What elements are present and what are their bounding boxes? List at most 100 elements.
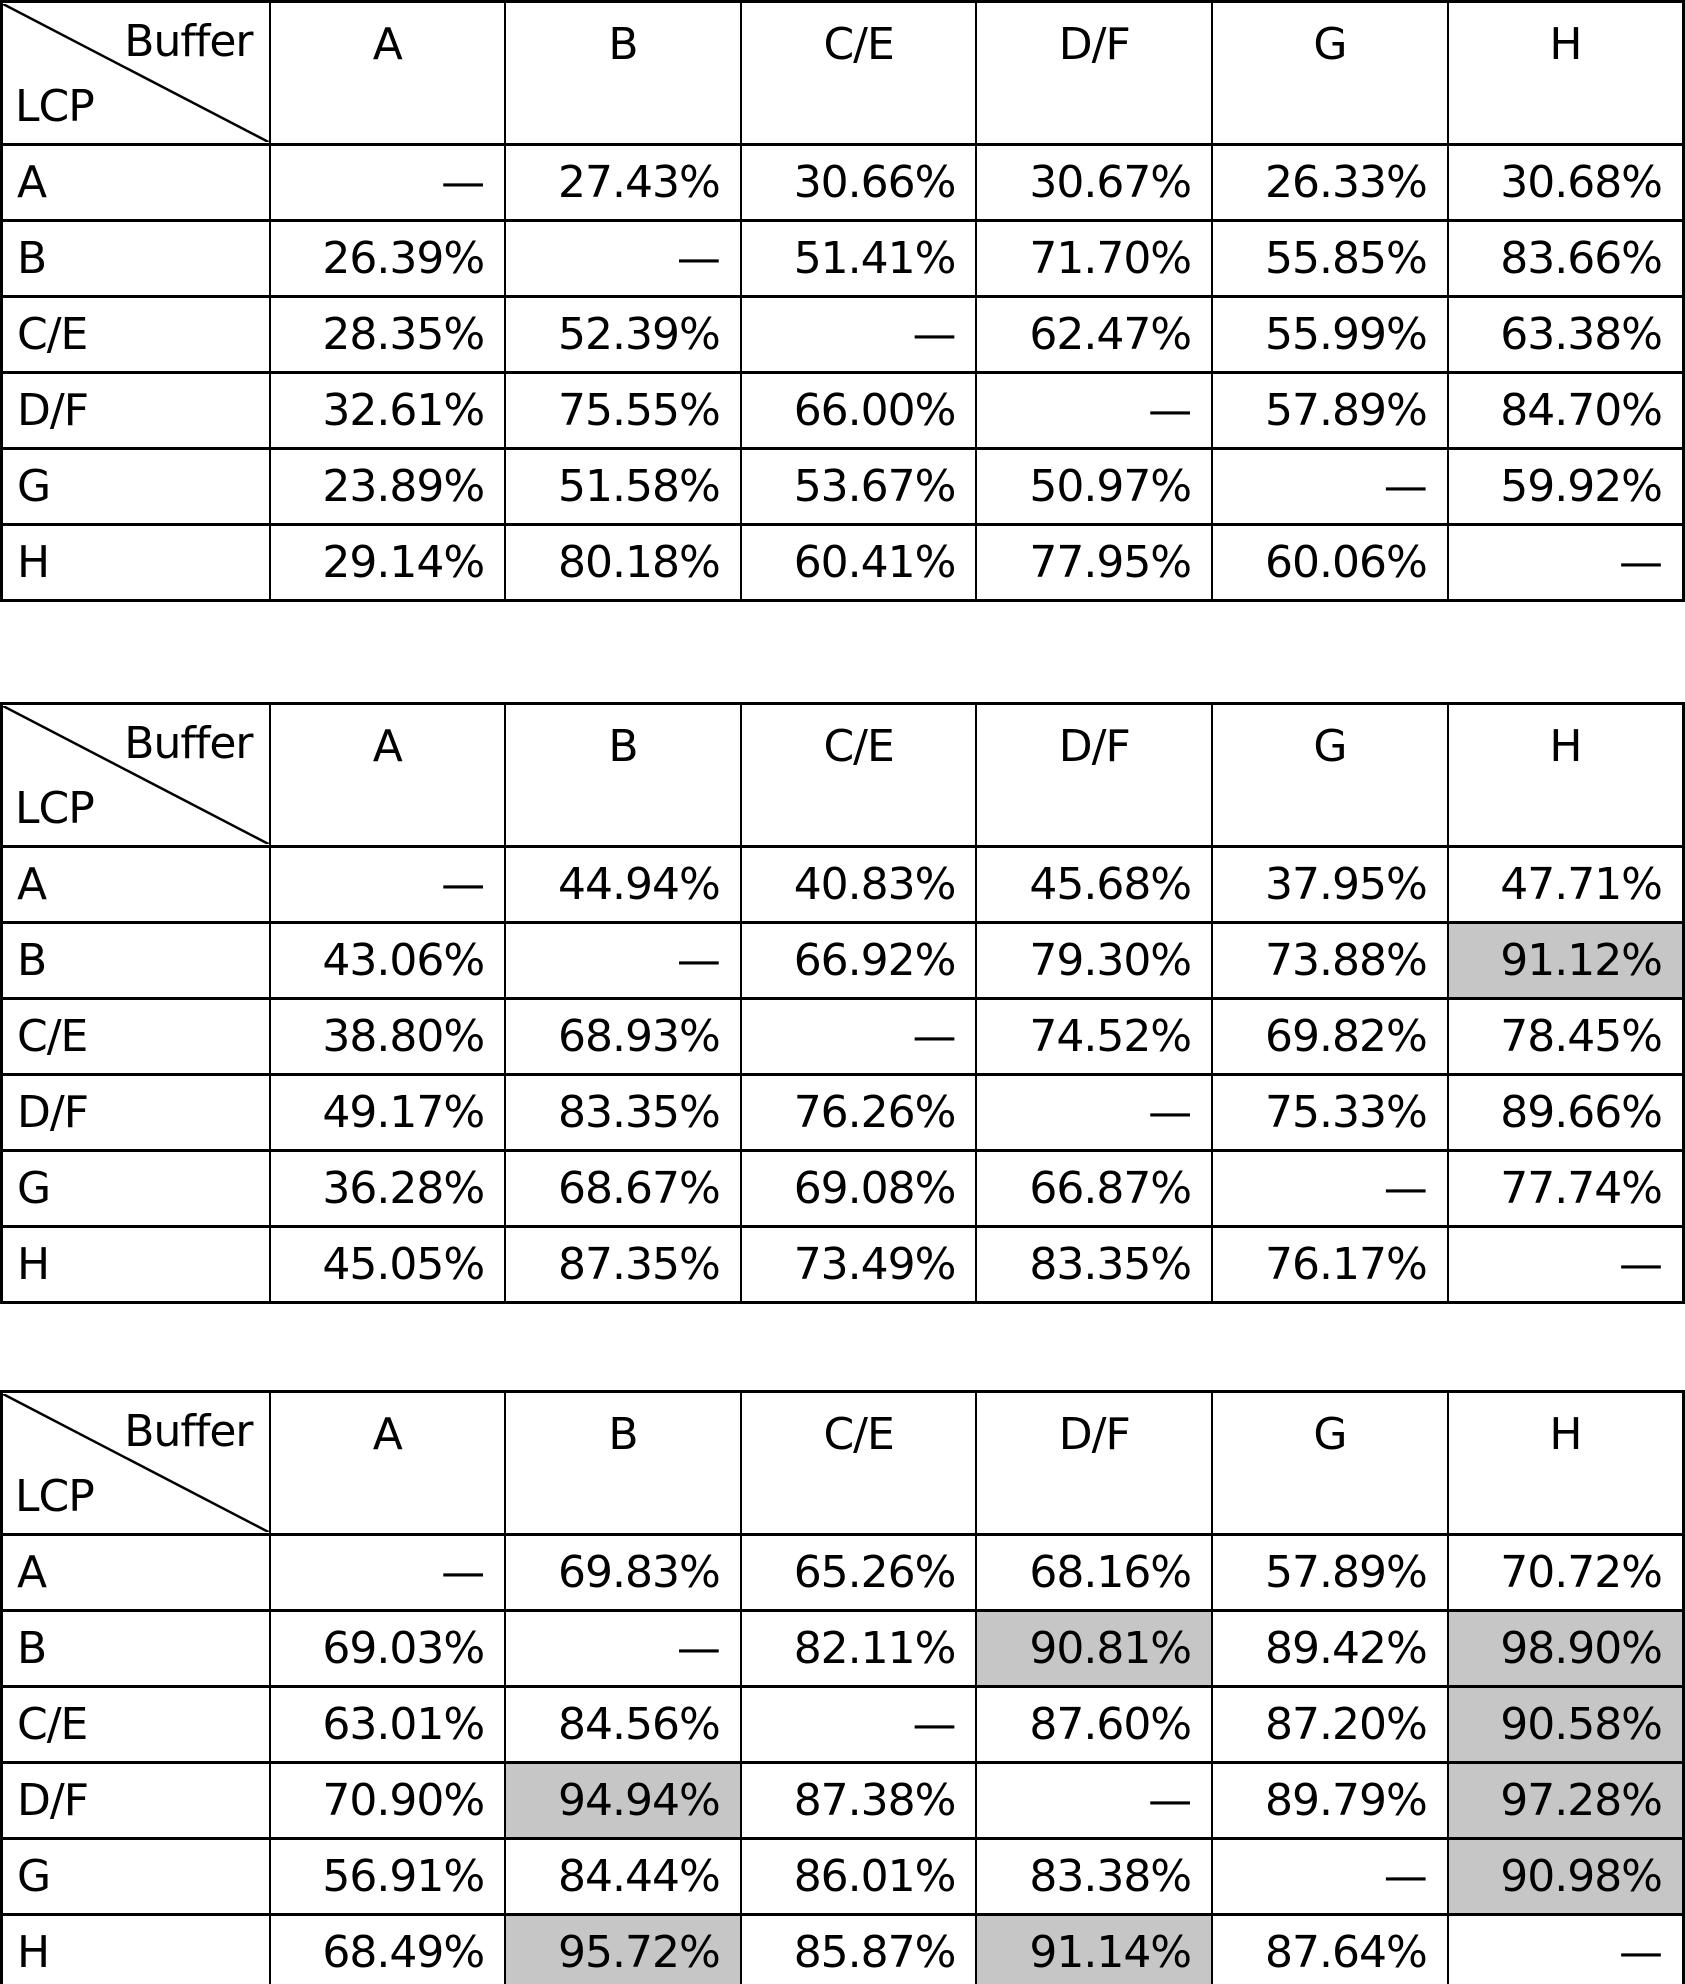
matrix-cell: 37.95% [1211, 845, 1449, 924]
matrix-cell: — [268, 143, 507, 222]
matrix-cell: 32.61% [268, 371, 507, 450]
matrix-cell: 60.41% [739, 523, 978, 602]
matrix-cell: 87.35% [504, 1225, 742, 1304]
matrix-cell: 59.92% [1446, 447, 1685, 526]
matrix-cell: — [1211, 1149, 1449, 1228]
diagonal-line-icon [3, 706, 269, 844]
matrix-cell: 55.85% [1211, 219, 1449, 298]
matrix-cell: 84.70% [1446, 371, 1685, 450]
matrix-cell-highlighted: 95.72% [504, 1913, 742, 1984]
column-header: G [1211, 702, 1449, 848]
table-row: A —27.43% 30.66% 30.67% 26.33% 30.68% [0, 143, 1685, 222]
matrix-cell: 26.39% [268, 219, 507, 298]
matrix-cell: 68.93% [504, 997, 742, 1076]
matrix-cell: 66.92% [739, 921, 978, 1000]
matrix-cell: 69.03% [268, 1609, 507, 1688]
matrix-cell: 84.56% [504, 1685, 742, 1764]
row-label: G [0, 1837, 271, 1916]
table-row: G 56.91% 84.44% 86.01% 83.38% —90.98% [0, 1837, 1685, 1916]
matrix-cell: 63.38% [1446, 295, 1685, 374]
matrix-cell: 57.89% [1211, 371, 1449, 450]
matrix-cell: — [975, 371, 1214, 450]
matrix-cell: 77.95% [975, 523, 1214, 602]
matrix-cell: 73.88% [1211, 921, 1449, 1000]
table-row: G 23.89% 51.58% 53.67% 50.97% —59.92% [0, 447, 1685, 526]
matrix-cell: 38.80% [268, 997, 507, 1076]
matrix-cell: — [739, 295, 978, 374]
matrix-cell: 89.79% [1211, 1761, 1449, 1840]
matrix-cell: 87.64% [1211, 1913, 1449, 1984]
matrix-cell: 66.00% [739, 371, 978, 450]
matrix-cell-highlighted: 98.90% [1446, 1609, 1685, 1688]
matrix-cell: 83.66% [1446, 219, 1685, 298]
table-row: B 26.39% —51.41% 71.70% 55.85% 83.66% [0, 219, 1685, 298]
table-row: B 69.03% —82.11% 90.81% 89.42% 98.90% [0, 1609, 1685, 1688]
matrix-cell: 56.91% [268, 1837, 507, 1916]
column-header: G [1211, 0, 1449, 146]
column-header: D/F [975, 1390, 1214, 1536]
corner-label-lcp: LCP [15, 783, 95, 834]
column-header: C/E [739, 702, 978, 848]
matrix-cell: 69.83% [504, 1533, 742, 1612]
column-header: D/F [975, 702, 1214, 848]
matrix-cell: 69.08% [739, 1149, 978, 1228]
matrix-cell: 70.72% [1446, 1533, 1685, 1612]
column-header: B [504, 1390, 742, 1536]
matrix-cell: 43.06% [268, 921, 507, 1000]
matrix-cell: 45.68% [975, 845, 1214, 924]
row-label: A [0, 1533, 271, 1612]
matrix-cell: 71.70% [975, 219, 1214, 298]
matrix-cell: 29.14% [268, 523, 507, 602]
corner-label-buffer: Buffer [124, 718, 253, 769]
matrix-cell: 73.49% [739, 1225, 978, 1304]
table-row: D/F 70.90% 94.94% 87.38% —89.79% 97.28% [0, 1761, 1685, 1840]
matrix-cell: — [975, 1073, 1214, 1152]
table-row: H 45.05% 87.35% 73.49% 83.35% 76.17% — [0, 1225, 1685, 1304]
matrix-cell: 40.83% [739, 845, 978, 924]
matrix-cell: 78.45% [1446, 997, 1685, 1076]
matrix-cell: 51.41% [739, 219, 978, 298]
column-header: A [268, 0, 507, 146]
matrix-cell: 28.35% [268, 295, 507, 374]
row-label: H [0, 523, 271, 602]
matrix-cell: 85.87% [739, 1913, 978, 1984]
matrix-cell: 75.55% [504, 371, 742, 450]
row-label: A [0, 845, 271, 924]
matrix-cell: 62.47% [975, 295, 1214, 374]
row-label: B [0, 1609, 271, 1688]
column-header: B [504, 702, 742, 848]
matrix-cell: 53.67% [739, 447, 978, 526]
corner-label-buffer: Buffer [124, 1406, 253, 1457]
column-header: G [1211, 1390, 1449, 1536]
matrix-cell-highlighted: 91.12% [1446, 921, 1685, 1000]
row-label: D/F [0, 1073, 271, 1152]
matrix-cell: 89.66% [1446, 1073, 1685, 1152]
matrix-cell: 50.97% [975, 447, 1214, 526]
matrix-cell: 66.87% [975, 1149, 1214, 1228]
row-label: G [0, 447, 271, 526]
matrix-cell: 76.26% [739, 1073, 978, 1152]
matrix-cell: 60.06% [1211, 523, 1449, 602]
matrix-cell: 87.60% [975, 1685, 1214, 1764]
matrix-cell: — [739, 997, 978, 1076]
matrix-cell: 79.30% [975, 921, 1214, 1000]
matrix-cell: 47.71% [1446, 845, 1685, 924]
matrix-cell-highlighted: 94.94% [504, 1761, 742, 1840]
matrix-cell: 65.26% [739, 1533, 978, 1612]
table-row: A —69.83% 65.26% 68.16% 57.89% 70.72% [0, 1533, 1685, 1612]
table-row: H 68.49% 95.72% 85.87% 91.14% 87.64% — [0, 1913, 1685, 1984]
similarity-table-1: Buffer LCP A B C/E D/F G H A —27.43% 30.66% 30.67% 2… [0, 0, 1685, 602]
matrix-cell: — [1446, 1225, 1685, 1304]
matrix-cell: — [268, 845, 507, 924]
column-header: H [1446, 702, 1685, 848]
matrix-cell: 55.99% [1211, 295, 1449, 374]
column-header: C/E [739, 1390, 978, 1536]
header-row: Buffer LCP A B C/E D/F G H [0, 0, 1685, 146]
matrix-cell: — [739, 1685, 978, 1764]
row-label: D/F [0, 371, 271, 450]
corner-cell: Buffer LCP [0, 702, 271, 848]
table-row: B 43.06% —66.92% 79.30% 73.88% 91.12% [0, 921, 1685, 1000]
row-label: D/F [0, 1761, 271, 1840]
table-row: A —44.94% 40.83% 45.68% 37.95% 47.71% [0, 845, 1685, 924]
matrix-cell: 30.66% [739, 143, 978, 222]
